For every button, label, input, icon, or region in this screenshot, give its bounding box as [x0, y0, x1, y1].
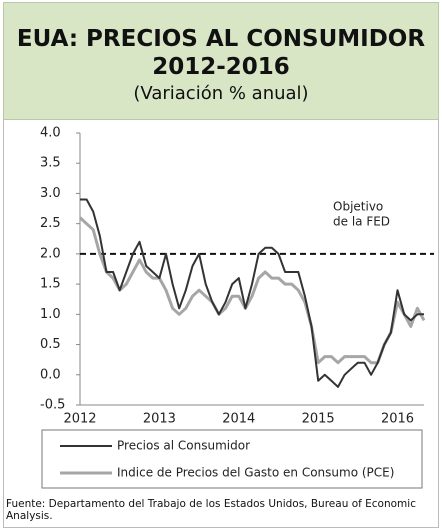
y-tick-label: 1.5 [40, 277, 61, 292]
x-tick-label: 2012 [63, 412, 96, 427]
source-note: Fuente: Departamento del Trabajo de los … [6, 498, 416, 522]
y-tick-label: 2.0 [40, 246, 61, 261]
x-tick-label: 2014 [222, 412, 255, 427]
chart-frame [3, 119, 439, 528]
y-tick-label: 4.0 [40, 126, 61, 141]
y-tick-label: 1.0 [40, 307, 61, 322]
y-tick-label: 0.5 [40, 337, 61, 352]
chart: -0.5 0.0 0.5 1.0 1.5 2.0 2.5 3.0 3.5 4.0 2012 2013 2… [40, 126, 434, 489]
y-tick-label: 2.5 [40, 216, 61, 231]
y-tick-label: 3.0 [40, 186, 61, 201]
x-tick-label: 2015 [302, 412, 335, 427]
y-tick-label: 0.0 [40, 367, 61, 382]
chart-title: EUA: PRECIOS AL CONSUMIDOR 2012-2016 [16, 26, 426, 80]
annotation: Objetivo [333, 200, 383, 214]
series-line [78, 216, 426, 365]
x-tick-label: 2016 [381, 412, 414, 427]
legend-label: Indice de Precios del Gasto en Consumo (… [117, 466, 394, 480]
y-tick-label: -0.5 [40, 398, 65, 413]
legend-box [41, 429, 423, 489]
legend-label: Precios al Consumidor [117, 439, 250, 453]
annotation: de la FED [333, 215, 390, 229]
header: EUA: PRECIOS AL CONSUMIDOR 2012-2016 (Va… [3, 2, 439, 120]
y-tick-label: 3.5 [40, 156, 61, 171]
series-line [80, 198, 424, 388]
x-tick-label: 2013 [143, 412, 176, 427]
chart-subtitle: (Variación % anual) [133, 83, 309, 104]
